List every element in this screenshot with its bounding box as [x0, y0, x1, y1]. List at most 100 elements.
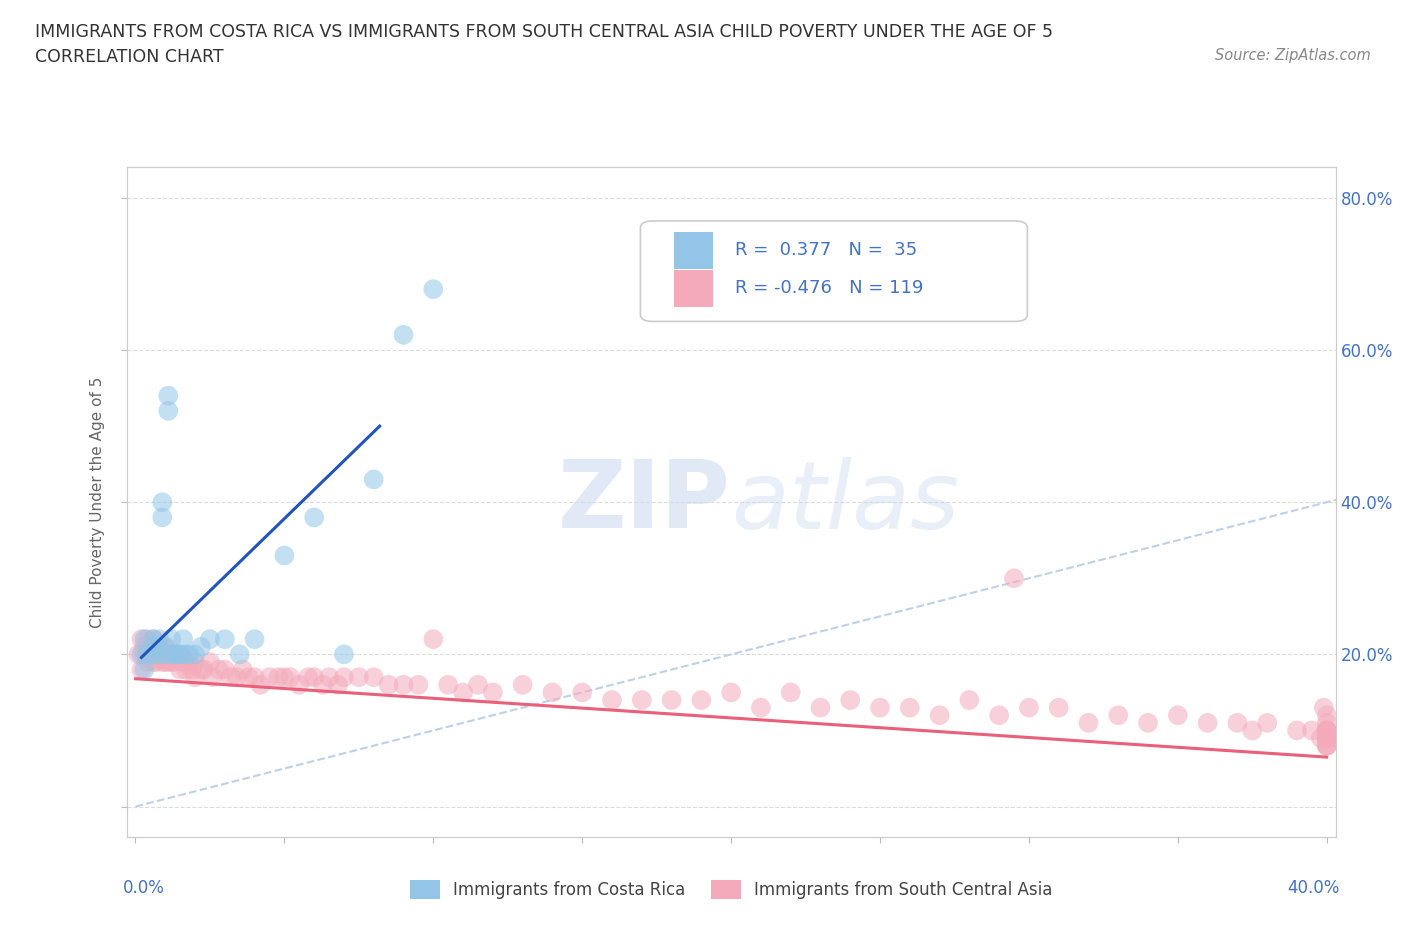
Y-axis label: Child Poverty Under the Age of 5: Child Poverty Under the Age of 5 [90, 377, 105, 628]
Point [259, 670, 281, 684]
Point [142, 631, 165, 646]
Point [1226, 715, 1249, 730]
Point [148, 647, 170, 662]
FancyBboxPatch shape [641, 221, 1028, 322]
Point [1316, 723, 1339, 737]
Point [163, 647, 186, 662]
Point [145, 639, 167, 654]
Point [541, 685, 564, 700]
Point [145, 647, 167, 662]
Point [1047, 700, 1070, 715]
Point [437, 677, 460, 692]
Text: IMMIGRANTS FROM COSTA RICA VS IMMIGRANTS FROM SOUTH CENTRAL ASIA CHILD POVERTY U: IMMIGRANTS FROM COSTA RICA VS IMMIGRANTS… [35, 23, 1053, 41]
Point [297, 670, 319, 684]
Bar [675, 270, 713, 307]
Text: atlas: atlas [731, 457, 959, 548]
Point [134, 647, 156, 662]
Point [347, 670, 370, 684]
Point [155, 639, 177, 654]
Point [157, 647, 180, 662]
Point [869, 700, 891, 715]
Point [142, 647, 165, 662]
Point [201, 670, 224, 684]
Point [661, 693, 683, 708]
Point [134, 662, 156, 677]
Text: CORRELATION CHART: CORRELATION CHART [35, 48, 224, 66]
Point [302, 510, 325, 525]
Point [157, 388, 180, 403]
Point [142, 631, 165, 646]
Point [136, 655, 159, 670]
Point [238, 670, 260, 684]
Point [1241, 723, 1264, 737]
Point [160, 655, 183, 670]
Point [184, 655, 207, 670]
Point [482, 685, 505, 700]
Point [318, 670, 340, 684]
Point [1316, 723, 1339, 737]
Text: R = -0.476   N = 119: R = -0.476 N = 119 [735, 279, 924, 297]
Point [139, 639, 162, 654]
Point [177, 647, 200, 662]
Point [225, 670, 247, 684]
Point [134, 631, 156, 646]
Point [172, 655, 194, 670]
Point [177, 655, 200, 670]
Point [600, 693, 623, 708]
Point [810, 700, 832, 715]
Point [160, 647, 183, 662]
Point [198, 631, 221, 646]
Point [1309, 731, 1331, 746]
Point [155, 639, 177, 654]
Point [166, 647, 188, 662]
Point [720, 685, 742, 700]
Point [131, 647, 153, 662]
Point [148, 647, 170, 662]
Point [243, 631, 266, 646]
Point [422, 631, 444, 646]
Point [898, 700, 921, 715]
Point [1316, 723, 1339, 737]
Point [139, 647, 162, 662]
Point [150, 647, 173, 662]
Point [219, 670, 242, 684]
Point [184, 647, 207, 662]
Point [1256, 715, 1278, 730]
Point [181, 662, 204, 677]
Point [1316, 708, 1339, 723]
Text: 40.0%: 40.0% [1286, 879, 1340, 897]
Point [333, 647, 356, 662]
Point [169, 647, 191, 662]
Point [312, 677, 335, 692]
Bar [675, 232, 713, 269]
Point [155, 647, 177, 662]
Point [288, 677, 311, 692]
Point [243, 670, 266, 684]
Point [184, 670, 207, 684]
Point [160, 631, 183, 646]
Point [142, 647, 165, 662]
Point [957, 693, 980, 708]
Point [1313, 700, 1336, 715]
Point [131, 662, 153, 677]
Point [408, 677, 430, 692]
Point [1316, 731, 1339, 746]
Point [172, 631, 194, 646]
Point [1316, 738, 1339, 753]
Point [363, 472, 385, 486]
Point [150, 655, 173, 670]
Point [228, 647, 250, 662]
Point [1316, 731, 1339, 746]
Point [190, 662, 212, 677]
Point [190, 639, 212, 654]
Text: Source: ZipAtlas.com: Source: ZipAtlas.com [1215, 48, 1371, 63]
Point [208, 662, 231, 677]
Text: 0.0%: 0.0% [122, 879, 165, 897]
Point [157, 404, 180, 418]
Point [174, 662, 197, 677]
Point [148, 639, 170, 654]
Point [392, 677, 415, 692]
Point [1316, 731, 1339, 746]
Point [1316, 723, 1339, 737]
Point [157, 655, 180, 670]
